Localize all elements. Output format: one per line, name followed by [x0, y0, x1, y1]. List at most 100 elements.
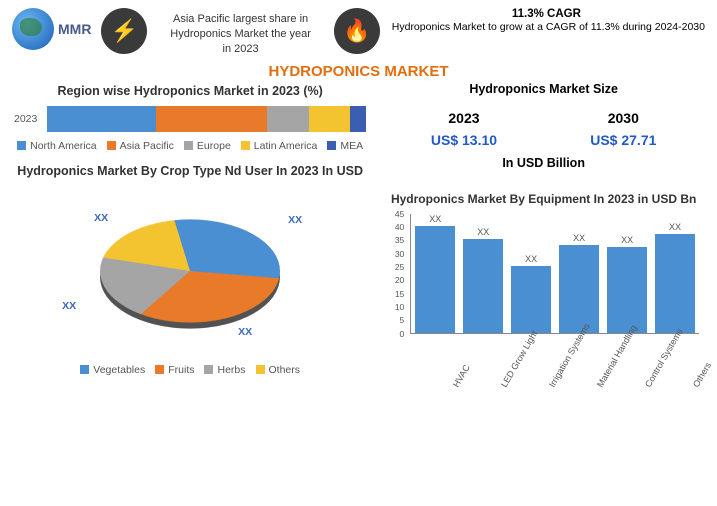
bolt-icon: ⚡: [111, 18, 138, 44]
bar-value-label: XX: [429, 214, 441, 224]
bar-plot: XX XX XX XX XX XX: [410, 214, 699, 334]
market-size-year-b: 2030: [590, 110, 656, 126]
market-size-row: 2023 US$ 13.10 2030 US$ 27.71: [384, 110, 703, 148]
bar-y-tick: 0: [400, 329, 405, 339]
bar: [463, 239, 503, 332]
legend-swatch: [184, 141, 193, 150]
legend-item: Others: [256, 364, 301, 376]
legend-item: Europe: [184, 140, 231, 152]
flame-icon: 🔥: [343, 18, 370, 44]
bar-y-tick: 20: [395, 275, 404, 285]
legend-swatch: [155, 365, 164, 374]
pie-slice-label: XX: [94, 212, 108, 224]
pie-slice-label: XX: [62, 300, 76, 312]
stacked-segment: [309, 106, 350, 132]
bar-x-label: Control Systems: [643, 326, 685, 388]
bar-column: XX: [463, 227, 503, 332]
bar-value-label: XX: [573, 233, 585, 243]
stacked-bar-rowlabel: 2023: [14, 113, 37, 125]
pie-body: [100, 219, 280, 322]
bar: [415, 226, 455, 333]
bar-x-label: HVAC: [451, 362, 472, 388]
legend-label: Others: [269, 364, 301, 376]
bar-y-tick: 5: [400, 315, 405, 325]
legend-item: MEA: [327, 140, 363, 152]
legend-label: Fruits: [168, 364, 194, 376]
bar-x-label: Others: [691, 360, 713, 388]
bar-x-label: Material Handling: [595, 323, 639, 389]
legend-label: North America: [30, 140, 97, 152]
pie-title: Hydroponics Market By Crop Type Nd User …: [14, 164, 366, 178]
legend-swatch: [204, 365, 213, 374]
bar-y-tick: 40: [395, 222, 404, 232]
bar: [511, 266, 551, 333]
bar-x-label: LED Grow Light: [499, 329, 539, 389]
legend-swatch: [107, 141, 116, 150]
logo: MMR: [12, 8, 91, 50]
pie-wrap: [100, 219, 280, 322]
bar-value-label: XX: [669, 222, 681, 232]
pie-chart: XX XX XX XX: [60, 186, 320, 356]
stacked-bar-chart: 2023: [14, 106, 366, 132]
main-title: HYDROPONICS MARKET: [0, 63, 717, 80]
stacked-bar-title: Region wise Hydroponics Market in 2023 (…: [14, 84, 366, 98]
legend-item: Fruits: [155, 364, 194, 376]
bar-y-tick: 15: [395, 289, 404, 299]
bar-y-tick: 30: [395, 249, 404, 259]
market-size-year-a: 2023: [431, 110, 497, 126]
market-size-col-b: 2030 US$ 27.71: [590, 110, 656, 148]
bar-y-tick: 10: [395, 302, 404, 312]
legend-item: Herbs: [204, 364, 245, 376]
bar-column: XX: [655, 222, 695, 333]
legend-item: Vegetables: [80, 364, 145, 376]
bar-column: XX: [559, 233, 599, 333]
legend-swatch: [327, 141, 336, 150]
legend-item: Latin America: [241, 140, 318, 152]
bar-column: XX: [607, 235, 647, 332]
bar-y-axis: 051015202530354045: [384, 214, 406, 334]
content: Region wise Hydroponics Market in 2023 (…: [0, 80, 717, 394]
market-size-title: Hydroponics Market Size: [384, 82, 703, 96]
legend-swatch: [80, 365, 89, 374]
bar-column: XX: [415, 214, 455, 333]
bar: [607, 247, 647, 332]
legend-swatch: [17, 141, 26, 150]
market-size-col-a: 2023 US$ 13.10: [431, 110, 497, 148]
left-column: Region wise Hydroponics Market in 2023 (…: [14, 80, 366, 394]
bar-chart: 051015202530354045 XXXXXXXXXXXX HVACLED …: [384, 214, 703, 394]
pie-legend: Vegetables Fruits Herbs Others: [14, 364, 366, 376]
legend-item: North America: [17, 140, 97, 152]
bar: [655, 234, 695, 333]
bar-x-axis: HVACLED Grow LightIrrigation SystemsMate…: [410, 334, 699, 386]
stacked-bar: [47, 106, 366, 132]
stacked-bar-legend: North America Asia Pacific Europe Latin Ame…: [14, 140, 366, 152]
header-right: 🔥 11.3% CAGR Hydroponics Market to grow …: [334, 8, 705, 54]
stacked-segment: [156, 106, 268, 132]
stacked-segment: [267, 106, 308, 132]
legend-label: Latin America: [254, 140, 318, 152]
legend-label: Herbs: [217, 364, 245, 376]
stacked-segment: [47, 106, 155, 132]
flame-badge: 🔥: [334, 8, 380, 54]
market-size-val-a: US$ 13.10: [431, 132, 497, 148]
header: MMR ⚡ Asia Pacific largest share in Hydr…: [0, 0, 717, 61]
legend-swatch: [256, 365, 265, 374]
header-left-blurb: Asia Pacific largest share in Hydroponic…: [157, 8, 323, 57]
legend-swatch: [241, 141, 250, 150]
bar-y-tick: 25: [395, 262, 404, 272]
bar-value-label: XX: [477, 227, 489, 237]
bar-column: XX: [511, 254, 551, 333]
logo-text: MMR: [58, 21, 91, 37]
legend-item: Asia Pacific: [107, 140, 174, 152]
bar-title: Hydroponics Market By Equipment In 2023 …: [384, 192, 703, 206]
market-size-unit: In USD Billion: [384, 156, 703, 170]
bar: [559, 245, 599, 333]
cagr-title: 11.3% CAGR: [388, 8, 705, 20]
legend-label: Vegetables: [93, 364, 145, 376]
globe-icon: [12, 8, 54, 50]
bar-y-tick: 45: [395, 209, 404, 219]
bolt-badge: ⚡: [101, 8, 147, 54]
bar-value-label: XX: [525, 254, 537, 264]
pie-slice-label: XX: [288, 214, 302, 226]
bar-value-label: XX: [621, 235, 633, 245]
